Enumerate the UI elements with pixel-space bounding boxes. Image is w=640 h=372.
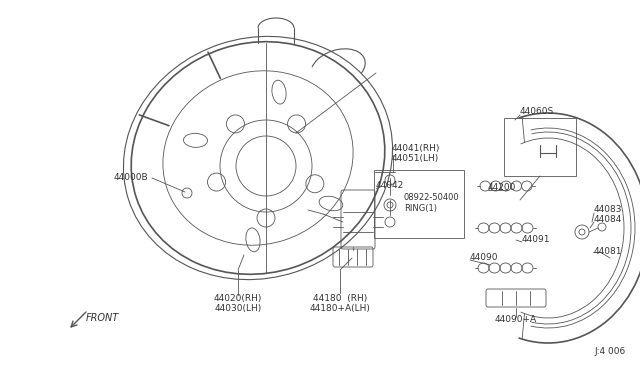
Text: 44060S: 44060S [520, 108, 554, 116]
Text: 44051(LH): 44051(LH) [392, 154, 439, 163]
Text: 44081: 44081 [594, 247, 623, 257]
Text: 44180  (RH): 44180 (RH) [313, 294, 367, 302]
Text: 44083: 44083 [594, 205, 623, 215]
Text: 44041(RH): 44041(RH) [392, 144, 440, 153]
Text: 44091: 44091 [522, 235, 550, 244]
Text: 44090+A: 44090+A [495, 315, 537, 324]
Text: 44200: 44200 [488, 183, 516, 192]
Text: J:4 006: J:4 006 [595, 347, 626, 356]
Text: RING(1): RING(1) [404, 203, 437, 212]
Text: 44180+A(LH): 44180+A(LH) [310, 304, 371, 312]
Text: 44042: 44042 [376, 182, 404, 190]
Bar [374, 170, 464, 238]
Text: 44000B: 44000B [113, 173, 148, 183]
Text: 44030(LH): 44030(LH) [214, 304, 262, 312]
Bar [504, 118, 576, 176]
Text: 44084: 44084 [594, 215, 622, 224]
Text: 44090: 44090 [470, 253, 499, 263]
Text: FRONT: FRONT [86, 313, 119, 323]
Text: 08922-50400: 08922-50400 [404, 193, 460, 202]
Text: 44020(RH): 44020(RH) [214, 294, 262, 302]
